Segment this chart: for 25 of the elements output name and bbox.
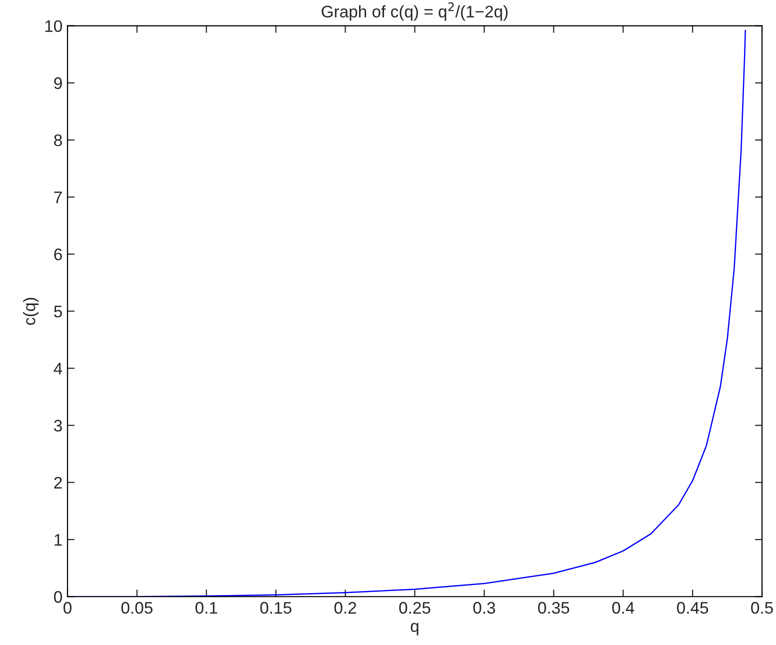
y-tick-label: 1 xyxy=(54,534,62,546)
x-tick-label: 0.3 xyxy=(473,602,496,614)
y-tick-label: 7 xyxy=(54,192,62,204)
x-axis-title: q xyxy=(410,622,418,636)
x-tick-label: 0.2 xyxy=(334,602,356,614)
y-tick-label: 3 xyxy=(54,420,62,432)
y-axis-title: c(q) xyxy=(23,298,39,325)
y-tick-label: 0 xyxy=(54,591,62,603)
x-tick-label: 0.35 xyxy=(538,602,570,614)
x-tick-label: 0.4 xyxy=(612,602,634,614)
y-tick-label: 6 xyxy=(54,248,62,260)
x-tick-label: 0.15 xyxy=(260,602,292,614)
y-tick-label: 10 xyxy=(45,20,62,32)
y-tick-label: 9 xyxy=(54,77,62,90)
x-tick-label: 0.05 xyxy=(121,602,152,614)
x-tick-label: 0.25 xyxy=(399,602,430,614)
y-tick-label: 8 xyxy=(54,134,62,146)
chart-title: Graph of c(q) = q$^{2}$/(1−2q) xyxy=(322,2,508,21)
x-tick-label: 0.1 xyxy=(195,602,218,614)
y-tick-label: 2 xyxy=(54,476,62,488)
x-tick-label: 0.45 xyxy=(677,602,708,614)
y-tick-label: 4 xyxy=(54,362,62,374)
y-tick-label: 5 xyxy=(54,306,62,318)
x-tick-label: 0 xyxy=(64,602,72,614)
x-tick-label: 0.5 xyxy=(751,602,773,614)
